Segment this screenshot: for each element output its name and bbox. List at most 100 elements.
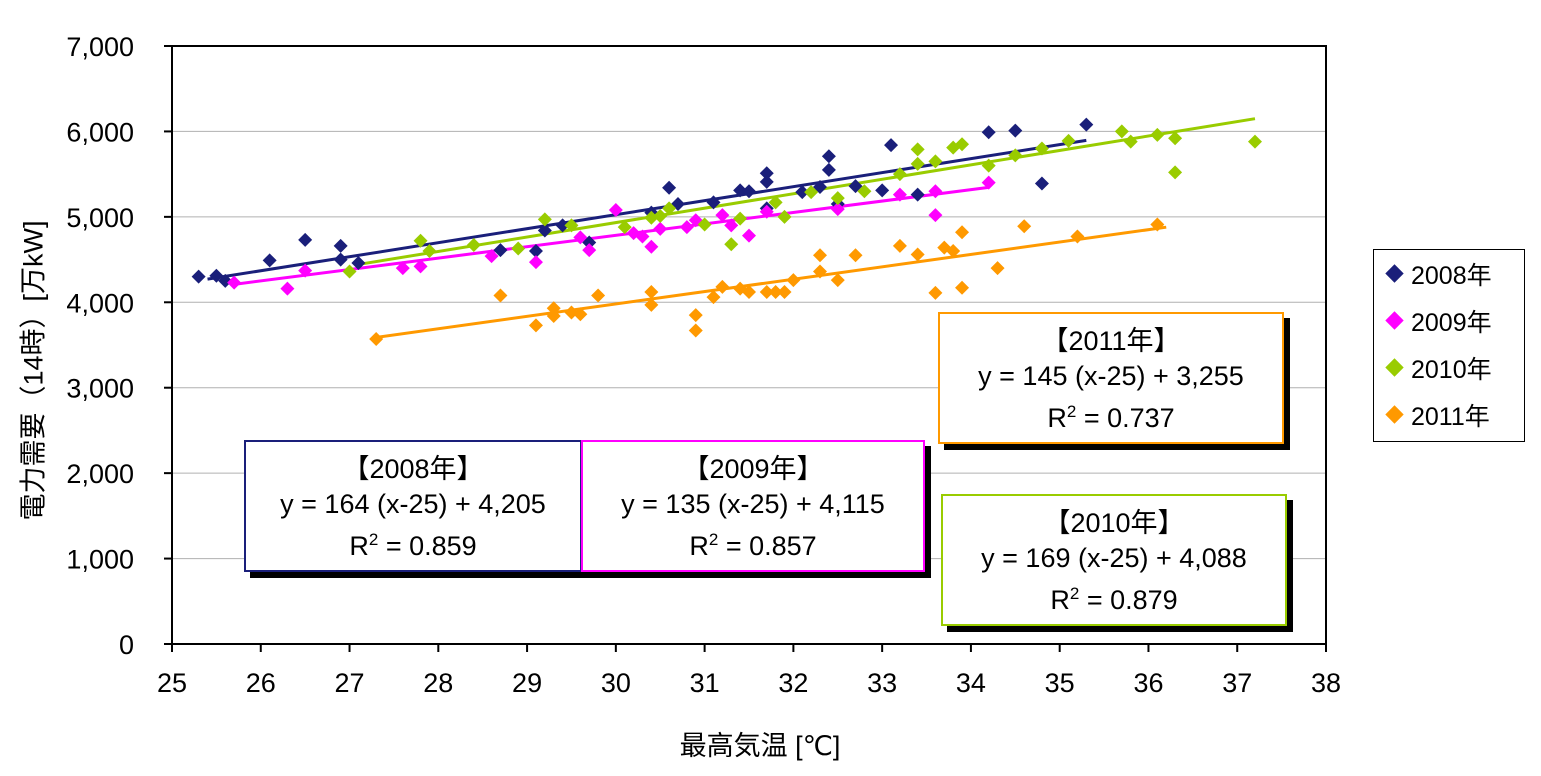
annotation-title: 【2009年】 <box>682 454 824 484</box>
data-point <box>546 301 561 316</box>
data-point <box>804 185 819 200</box>
data-point <box>582 235 597 250</box>
y-axis-label-container: 電力需要（14時）[万kW] <box>14 140 49 600</box>
x-axis-ticks: 25 26 27 28 29 30 31 32 33 34 35 36 37 38 <box>157 644 1341 698</box>
data-point <box>768 195 783 210</box>
data-point <box>821 162 836 177</box>
data-point <box>742 228 756 243</box>
legend-item-2011: 2011年 <box>1374 391 1524 438</box>
data-point <box>493 243 508 258</box>
annotation-equation: y = 164 (x-25) + 4,205 <box>280 489 546 519</box>
data-point <box>617 220 632 235</box>
trend-line-3 <box>375 225 1167 339</box>
data-point <box>528 255 543 270</box>
series-0-points <box>191 117 1094 288</box>
data-point <box>848 248 863 263</box>
data-point <box>688 308 703 323</box>
x-tick-label: 34 <box>956 668 986 698</box>
annotation-title: 【2008年】 <box>342 454 484 484</box>
data-point <box>733 211 748 226</box>
data-point <box>724 218 739 233</box>
diamond-marker-icon <box>1385 358 1404 377</box>
data-point <box>573 307 588 322</box>
data-point <box>662 201 677 216</box>
y-tick-label: 6,000 <box>66 117 134 147</box>
data-point <box>635 229 650 244</box>
data-point <box>333 238 348 253</box>
y-axis-label: 電力需要（14時）[万kW] <box>18 219 49 521</box>
x-tick-label: 37 <box>1222 668 1252 698</box>
data-point <box>777 285 792 300</box>
data-point <box>955 225 970 240</box>
data-point <box>1034 176 1049 191</box>
data-point <box>298 232 313 247</box>
data-point <box>564 305 579 320</box>
data-point <box>928 285 943 300</box>
y-tick-label: 3,000 <box>66 374 134 404</box>
data-point <box>644 297 659 312</box>
data-point <box>715 279 730 294</box>
data-point <box>218 273 233 288</box>
data-point <box>742 285 756 300</box>
data-point <box>644 239 659 254</box>
y-tick-label: 0 <box>119 630 134 660</box>
data-point <box>209 268 224 283</box>
x-tick-label: 26 <box>246 668 276 698</box>
data-point <box>875 183 890 198</box>
data-point <box>1150 217 1165 232</box>
annotation-r2: R2 = 0.857 <box>689 530 817 561</box>
legend-item-2008: 2008年 <box>1374 250 1524 297</box>
data-points <box>191 117 1262 347</box>
x-tick-label: 28 <box>423 668 453 698</box>
data-point <box>742 184 756 199</box>
y-tick-label: 7,000 <box>66 32 134 62</box>
data-point <box>528 318 543 333</box>
data-point <box>555 218 570 233</box>
data-point <box>413 233 428 248</box>
data-point <box>262 253 277 268</box>
y-tick-label: 2,000 <box>66 459 134 489</box>
data-point <box>546 308 561 323</box>
data-point <box>813 179 828 194</box>
annotation-2010: 【2010年】 y = 169 (x-25) + 4,088 R2 = 0.87… <box>941 494 1287 626</box>
x-tick-label: 38 <box>1311 668 1341 698</box>
x-tick-label: 29 <box>512 668 542 698</box>
data-point <box>884 138 899 153</box>
data-point <box>759 204 774 219</box>
data-point <box>511 241 526 256</box>
data-point <box>422 244 437 259</box>
data-point <box>813 264 828 279</box>
annotation-2008: 【2008年】 y = 164 (x-25) + 4,205 R2 = 0.85… <box>244 440 582 572</box>
data-point <box>928 208 943 223</box>
data-point <box>582 243 597 258</box>
data-point <box>1123 134 1138 149</box>
data-point <box>892 187 907 202</box>
series-2-points <box>342 124 1262 279</box>
data-point <box>892 167 907 182</box>
data-point <box>608 203 623 218</box>
data-point <box>990 261 1005 276</box>
annotation-title: 【2011年】 <box>1041 326 1181 356</box>
legend-label: 2008年 <box>1411 261 1492 290</box>
x-axis-label: 最高気温 [℃] <box>679 731 841 761</box>
data-point <box>528 244 543 259</box>
legend-label: 2009年 <box>1411 308 1492 337</box>
data-point <box>955 137 970 152</box>
data-point <box>413 259 428 274</box>
legend-item-2010: 2010年 <box>1374 344 1524 391</box>
data-point <box>857 184 872 199</box>
data-point <box>795 185 810 200</box>
data-point <box>644 285 659 300</box>
annotation-r2: R2 = 0.859 <box>349 530 477 561</box>
data-point <box>298 263 313 278</box>
data-point <box>1150 127 1165 142</box>
data-point <box>830 191 845 206</box>
data-point <box>830 273 845 288</box>
data-point <box>733 183 748 198</box>
data-point <box>662 180 677 195</box>
data-point <box>564 218 579 233</box>
diamond-marker-icon <box>1385 405 1404 424</box>
diamond-marker-icon <box>1385 311 1404 330</box>
annotation-equation: y = 169 (x-25) + 4,088 <box>981 543 1247 573</box>
x-tick-label: 36 <box>1133 668 1163 698</box>
